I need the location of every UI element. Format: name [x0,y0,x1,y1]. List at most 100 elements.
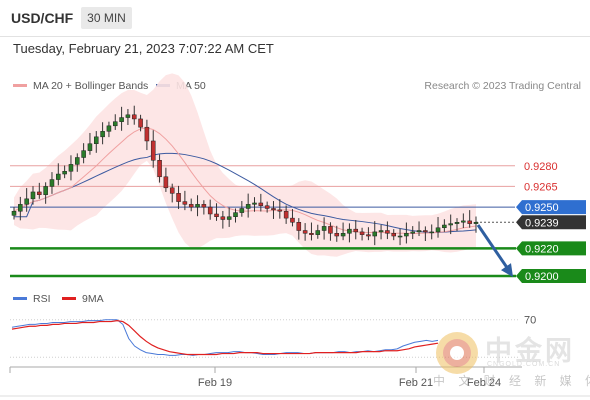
credit-text: Research © 2023 Trading Central [424,80,581,92]
x-tick-label: Feb 19 [198,377,232,389]
candle-body [404,233,409,237]
candle-body [252,202,257,205]
candle-body [157,160,162,178]
candle-body [37,191,42,195]
candle-body [220,216,226,220]
candle-body [442,224,447,229]
ma20-swatch [13,83,27,87]
candle-body [169,187,175,194]
candle-body [315,230,321,235]
level-tag-4 [516,241,586,256]
candle-body [245,204,251,209]
rsi-swatch [13,296,27,300]
candle-body [321,226,327,231]
candle-body [290,217,295,223]
candle-body [429,231,434,234]
candle-body [340,233,346,237]
ma9-swatch [62,296,76,300]
candle-body [467,220,472,224]
candle-body [150,140,156,161]
candle-body [391,233,396,237]
level-label-0: 0.9280 [524,161,558,173]
instrument-label: USD/CHF [11,10,74,26]
candle-body [131,114,137,120]
legend-rsi: RSI [13,293,51,305]
x-tick-label: Feb 21 [399,377,433,389]
candle-body [11,210,17,216]
watermark-logo-icon [436,332,478,374]
candle-body [283,210,289,219]
candle-body [195,204,200,208]
candle-body [163,176,169,189]
candle-body [271,208,276,211]
candle-body [239,208,245,213]
level-label-1: 0.9265 [524,181,558,193]
candle-body [75,157,80,165]
watermark-subtitle: 中 文 财 经 新 媒 体 [433,374,590,388]
bollinger-band [14,73,476,257]
candle-body [264,205,270,209]
candle-body [176,193,181,202]
level-label-4: 0.9220 [525,243,559,255]
level-label-3: 0.9239 [525,217,559,229]
candle-body [144,126,150,142]
forecast-arrowhead [501,263,513,278]
forecast-arrow-shaft [476,224,510,270]
candle-body [30,191,36,200]
candle-body [353,228,359,233]
candle-body [328,226,333,234]
candle-body [258,202,264,206]
candle-body [62,171,67,175]
watermark-title: 中金网 [485,336,575,366]
level-label-2: 0.9250 [525,202,559,214]
legend-ma20-label: MA 20 + Bollinger Bands [33,80,149,92]
legend-ma9-label: 9MA [82,293,104,305]
x-tick-label: Feb 24 [467,377,501,389]
level-tag-2 [516,200,586,215]
candle-body [359,231,365,235]
candle-body [106,125,112,132]
level-label-5: 0.9200 [525,271,559,283]
candle-body [214,213,219,217]
candle-body [43,186,48,195]
level-tag-5 [516,268,586,283]
candle-body [201,204,207,208]
candle-body [24,198,29,205]
candle-body [454,222,460,224]
candle-body [100,131,105,138]
candle-body [302,230,308,234]
legend-ma9: 9MA [62,293,104,305]
header-bar: USD/CHF 30 MIN [0,0,590,37]
candle-body [416,230,422,233]
candle-body [18,204,23,212]
legend-ma20: MA 20 + Bollinger Bands [13,80,148,92]
ma20-line [13,127,477,235]
candle-body [372,231,378,237]
timeframe-button[interactable]: 30 MIN [81,7,132,29]
candle-body [49,179,55,187]
watermark-url: CNGOLD.COM.CN [487,361,561,368]
candle-body [277,209,283,212]
candle-body [410,231,415,234]
candle-body [182,201,188,205]
candle-body [112,121,118,127]
candle-body [347,228,352,234]
candle-body [461,220,466,223]
candle-body [94,136,99,144]
candle-body [473,222,479,224]
candle-body [435,227,441,233]
candle-body [81,150,86,158]
ma50-line [14,152,477,234]
legend-rsi-label: RSI [33,293,51,305]
candle-body [207,206,213,215]
candle-body [138,118,143,128]
candle-body [296,222,302,231]
candle-body [188,204,194,208]
rsi-ma9-line [11,320,439,356]
rsi-line [11,319,439,356]
candle-body [334,233,340,237]
candle-body [226,216,232,220]
candle-body [385,230,390,234]
candle-body [87,143,93,151]
